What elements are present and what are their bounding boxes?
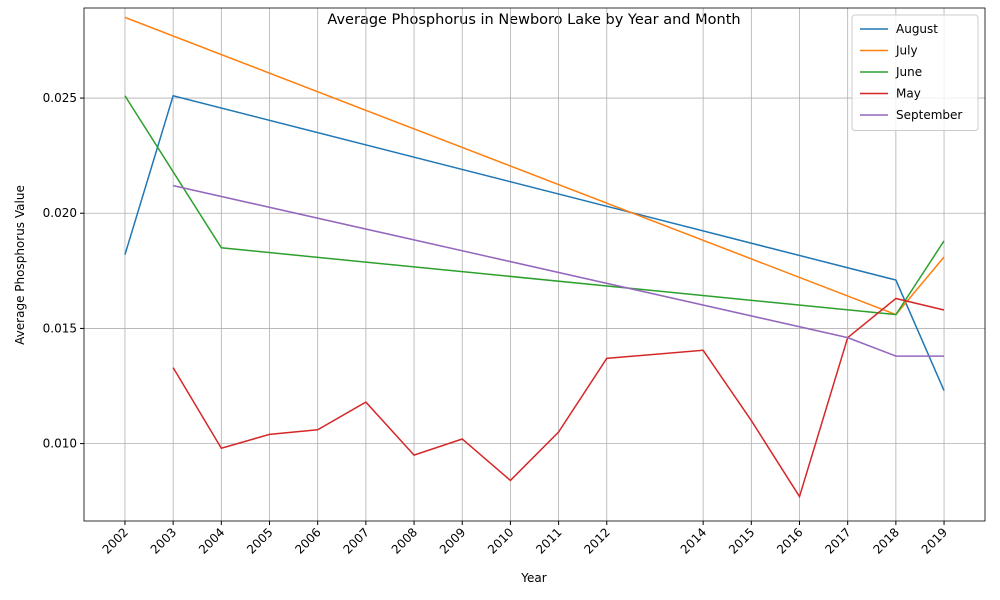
line [124,94,945,391]
legend-box [851,14,979,131]
line [124,95,945,316]
x-axis-label: Year [520,571,546,585]
line [172,297,945,499]
y-tick-label: 0.020 [43,206,77,220]
chart-title: Average Phosphorus in Newboro Lake by Ye… [327,12,740,28]
y-tick-label: 0.015 [43,321,77,335]
plot-frame [83,7,986,522]
legend-label: May [896,87,921,101]
y-tick-label: 0.010 [43,437,77,451]
y-axis-label: Average Phosphorus Value [13,185,27,345]
legend: August July June May September [851,14,979,131]
line [172,184,945,357]
legend-label: June [895,65,922,79]
legend-label: July [895,44,918,58]
legend-label: September [896,108,962,122]
legend-label: August [896,22,938,36]
y-tick-label: 0.025 [43,91,77,105]
